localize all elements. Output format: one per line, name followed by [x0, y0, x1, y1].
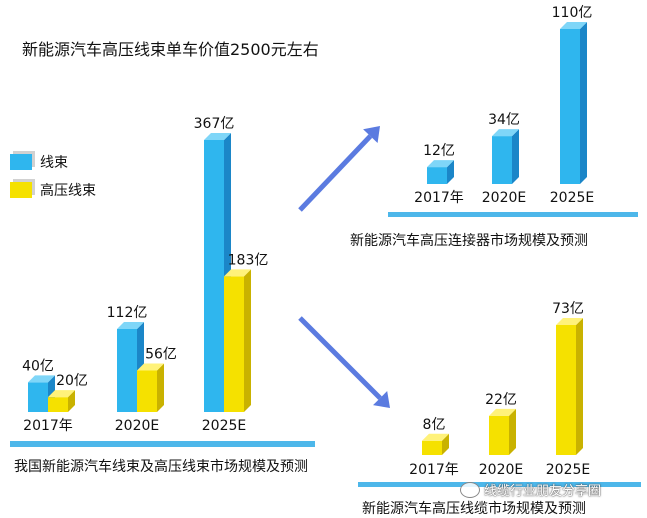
bar-connector-2 [560, 22, 587, 184]
arrow-up-right-icon [298, 126, 380, 212]
bar-connector-1 [492, 129, 519, 184]
bar-cable-1 [489, 408, 516, 455]
x-tick-label: 2020E [479, 462, 523, 478]
data-label: 12亿 [423, 143, 455, 159]
headline: 新能源汽车高压线束单车价值2500元左右 [22, 40, 319, 59]
bar-cable-0 [422, 433, 449, 455]
legend: 线束 高压线束 [10, 148, 96, 204]
arrow-down-right-icon [298, 316, 390, 408]
connector-chart-baseline [388, 212, 638, 217]
x-tick-label: 2017年 [23, 418, 73, 434]
legend-label: 高压线束 [40, 183, 96, 199]
x-tick-label: 2025E [550, 190, 594, 206]
watermark-text: 线缆行业朋友分享圈 [484, 484, 602, 499]
bar-yellow-1 [137, 363, 164, 412]
legend-swatch-yellow [10, 182, 32, 198]
connector-chart-caption: 新能源汽车高压连接器市场规模及预测 [350, 233, 588, 249]
data-label: 40亿 [22, 358, 54, 374]
data-label: 20亿 [56, 373, 88, 389]
x-tick-label: 2017年 [414, 190, 464, 206]
data-label: 183亿 [228, 252, 269, 268]
legend-item-wire-harness: 线束 [10, 148, 96, 176]
data-label: 110亿 [552, 5, 593, 21]
x-tick-label: 2017年 [409, 462, 459, 478]
cable-chart-baseline [358, 482, 641, 487]
data-label: 112亿 [107, 305, 148, 321]
data-label: 22亿 [485, 392, 517, 408]
cable-chart-caption: 新能源汽车高压线缆市场规模及预测 [362, 501, 586, 517]
data-label: 8亿 [423, 417, 446, 433]
bar-yellow-0 [48, 390, 75, 412]
wechat-icon [460, 481, 480, 498]
data-label: 56亿 [145, 346, 177, 362]
legend-swatch-blue [10, 154, 32, 170]
data-label: 73亿 [552, 301, 584, 317]
main-chart-caption: 我国新能源汽车线束及高压线束市场规模及预测 [14, 459, 308, 475]
bar-yellow-2 [224, 269, 251, 412]
data-label: 367亿 [194, 116, 235, 132]
legend-item-hv-harness: 高压线束 [10, 176, 96, 204]
data-label: 34亿 [488, 112, 520, 128]
watermark: 线缆行业朋友分享圈 [460, 480, 601, 499]
main-chart-baseline [10, 441, 315, 447]
bar-connector-0 [427, 160, 454, 184]
x-tick-label: 2020E [115, 418, 159, 434]
legend-label: 线束 [40, 155, 68, 171]
x-tick-label: 2020E [482, 190, 526, 206]
bar-cable-2 [556, 318, 583, 455]
x-tick-label: 2025E [546, 462, 590, 478]
x-tick-label: 2025E [202, 418, 246, 434]
